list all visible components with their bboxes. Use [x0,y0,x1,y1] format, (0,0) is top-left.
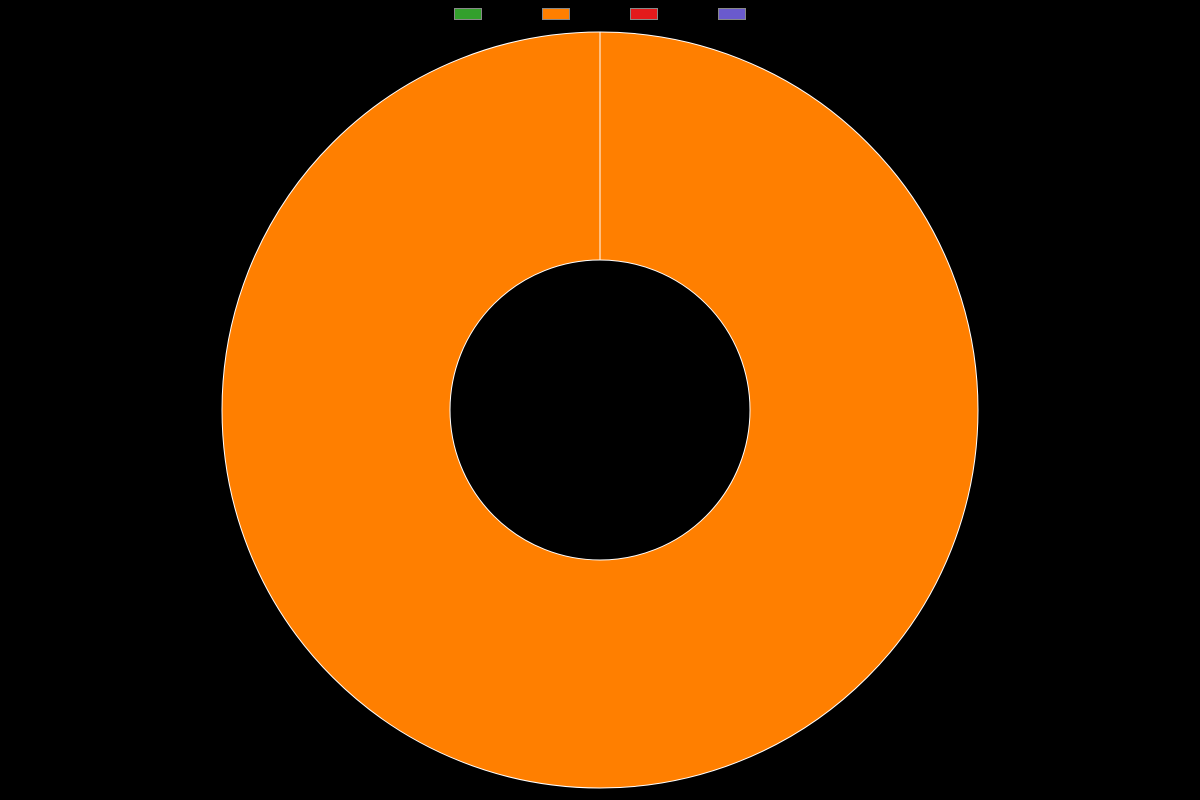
legend-swatch-0 [454,8,482,20]
donut-chart [220,30,980,790]
legend-swatch-3 [718,8,746,20]
legend-item-3 [718,8,746,20]
chart-legend [454,8,746,20]
legend-item-2 [630,8,658,20]
legend-swatch-1 [542,8,570,20]
donut-svg [220,30,980,790]
donut-hole [450,260,750,560]
legend-item-1 [542,8,570,20]
legend-item-0 [454,8,482,20]
legend-swatch-2 [630,8,658,20]
